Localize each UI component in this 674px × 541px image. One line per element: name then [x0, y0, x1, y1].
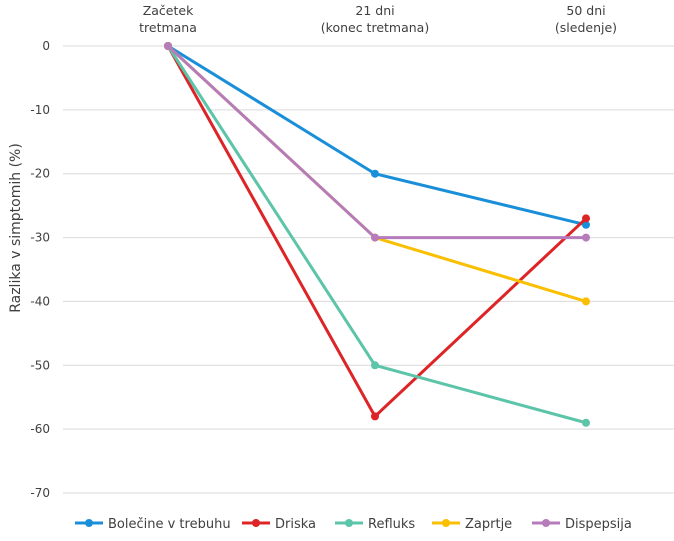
legend-item[interactable]: Dispepsija: [532, 517, 632, 532]
x-axis-categories: Začetek tretmana 21 dni (konec tretmana) 50 …: [139, 3, 617, 35]
y-tick-label: -20: [30, 167, 50, 181]
y-tick-label: 0: [42, 39, 50, 53]
series-lines: [164, 42, 590, 427]
legend-label: Bolečine v trebuhu: [108, 517, 231, 532]
data-point: [582, 214, 590, 223]
y-tick-label: -60: [30, 422, 50, 436]
legend-swatch-marker: [345, 519, 353, 527]
x-category-label: (konec tretmana): [321, 20, 429, 35]
y-axis-label: Razlika v simptomih (%): [8, 143, 24, 313]
x-category-label: Začetek: [143, 3, 194, 18]
legend-swatch-marker: [442, 519, 450, 527]
series-line-1: [166, 44, 588, 418]
x-category-label: tretmana: [139, 20, 197, 35]
data-point: [582, 297, 590, 306]
y-tick-label: -30: [30, 231, 50, 245]
data-point: [582, 220, 590, 229]
legend[interactable]: Bolečine v trebuhu Driska Refluks Zaprtje Di…: [75, 517, 632, 532]
legend-item[interactable]: Driska: [242, 517, 316, 532]
data-point: [164, 42, 172, 50]
gridlines: [63, 45, 674, 494]
x-category-label: (sledenje): [555, 20, 617, 35]
y-tick-label: -70: [30, 486, 50, 500]
y-axis-ticks: 0 -10 -20 -30 -40 -50 -60 -70: [30, 39, 50, 500]
data-point: [582, 418, 590, 427]
legend-label: Driska: [275, 517, 316, 532]
legend-label: Zaprtje: [465, 517, 512, 532]
data-point: [371, 233, 379, 242]
data-point: [582, 233, 590, 242]
legend-swatch-marker: [252, 519, 260, 527]
legend-swatch-marker: [85, 519, 93, 527]
series-line-0: [166, 44, 588, 227]
legend-label: Dispepsija: [565, 517, 632, 532]
y-tick-label: -50: [30, 358, 50, 372]
legend-swatch-marker: [542, 519, 550, 527]
legend-item[interactable]: Zaprtje: [432, 517, 512, 532]
y-tick-label: -10: [30, 103, 50, 117]
legend-item[interactable]: Refluks: [335, 517, 415, 532]
legend-label: Refluks: [368, 517, 415, 532]
legend-item[interactable]: Bolečine v trebuhu: [75, 517, 231, 532]
x-category-label: 21 dni: [355, 3, 394, 18]
data-point: [371, 361, 379, 370]
y-tick-label: -40: [30, 294, 50, 308]
data-point: [371, 169, 379, 178]
x-category-label: 50 dni: [566, 3, 605, 18]
data-point: [371, 412, 379, 421]
